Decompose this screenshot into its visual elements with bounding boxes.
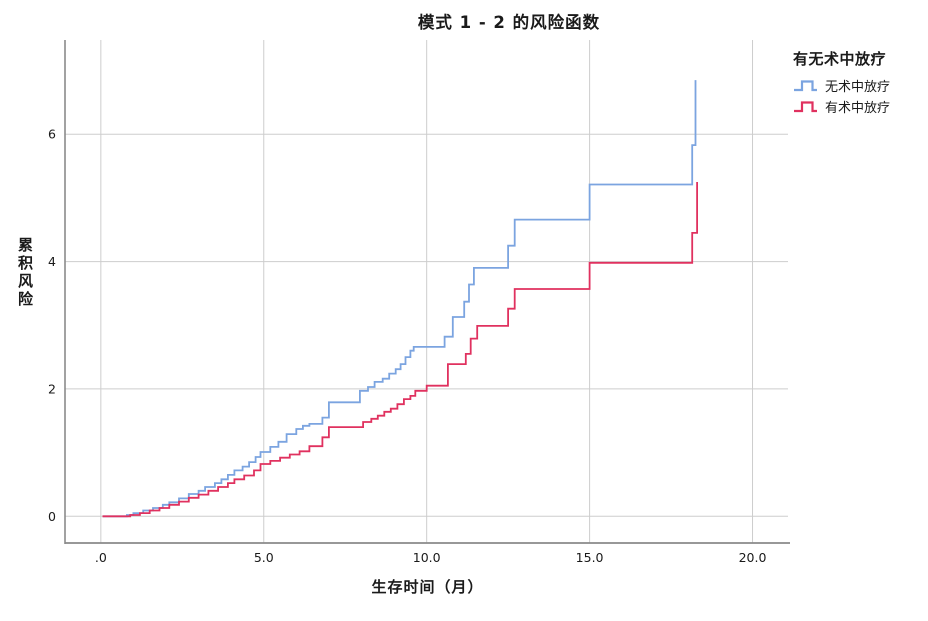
hazard-curve-no-iort	[102, 80, 697, 518]
hazard-curve-iort	[102, 182, 698, 518]
legend-entry-iort: 有术中放疗	[793, 97, 927, 116]
x-tick-label: 20.0	[739, 550, 767, 565]
step-line-swatch-red-icon	[794, 101, 817, 113]
x-tick-label: 5.0	[254, 550, 274, 565]
y-tick-label: 0	[48, 509, 56, 524]
x-tick-label: .0	[95, 550, 107, 565]
y-axis-title: 累积风险	[16, 237, 34, 309]
x-tick-label: 10.0	[413, 550, 441, 565]
chart-title: 模式 1 - 2 的风险函数	[417, 13, 601, 32]
legend-title: 有无术中放疗	[793, 50, 887, 68]
step-line-swatch-blue-icon	[794, 80, 817, 92]
y-tick-label: 2	[48, 381, 56, 396]
x-tick-label: 15.0	[576, 550, 604, 565]
legend-entry-label: 有术中放疗	[825, 101, 891, 116]
y-tick-label: 6	[48, 127, 56, 142]
y-tick-label: 4	[48, 254, 56, 269]
legend: 有无术中放疗 无术中放疗 有术中放疗	[793, 48, 927, 118]
legend-entry-no-iort: 无术中放疗	[793, 76, 927, 95]
legend-entry-label: 无术中放疗	[825, 80, 891, 95]
x-axis-title: 生存时间（月）	[371, 578, 484, 596]
